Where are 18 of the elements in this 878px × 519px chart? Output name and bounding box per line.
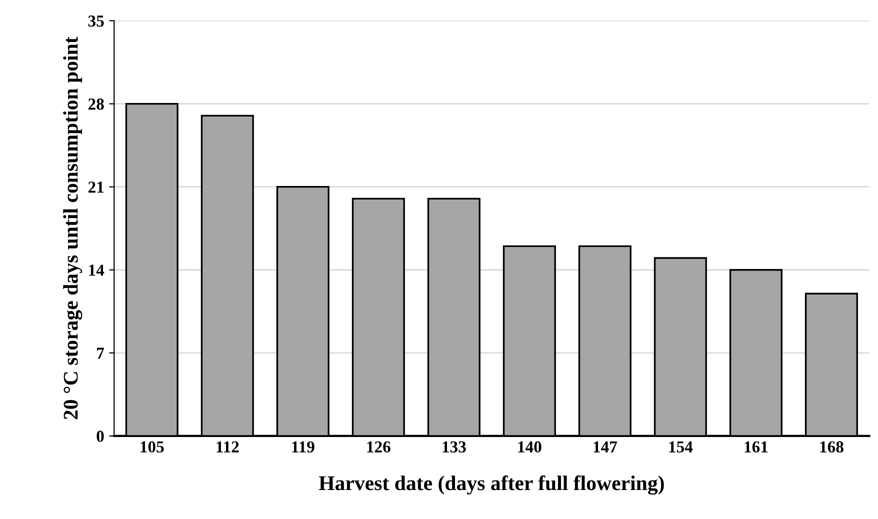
y-tick-label: 21	[88, 182, 104, 193]
x-tick-label: 154	[669, 441, 693, 453]
x-tick-label: 112	[216, 441, 239, 452]
y-tick-label: 14	[89, 264, 104, 276]
x-tick-label: 161	[744, 441, 768, 453]
x-tick-label: 140	[518, 441, 542, 453]
x-tick-label: 147	[594, 441, 618, 452]
x-tick-label: 126	[367, 441, 390, 453]
y-tick-label: 35	[88, 16, 104, 27]
x-tick-label: 105	[140, 441, 164, 453]
x-tick-label: 133	[442, 441, 466, 453]
y-tick-label: 0	[96, 430, 104, 442]
x-tick-label: 119	[292, 441, 314, 453]
y-tick-label: 7	[97, 348, 104, 359]
y-tick-label: 28	[88, 98, 104, 110]
x-axis-title: Harvest date (days after full flowering)	[318, 475, 664, 495]
x-tick-label: 168	[820, 441, 844, 453]
y-axis-title: 20 °C storage days until consumption point	[63, 36, 82, 420]
